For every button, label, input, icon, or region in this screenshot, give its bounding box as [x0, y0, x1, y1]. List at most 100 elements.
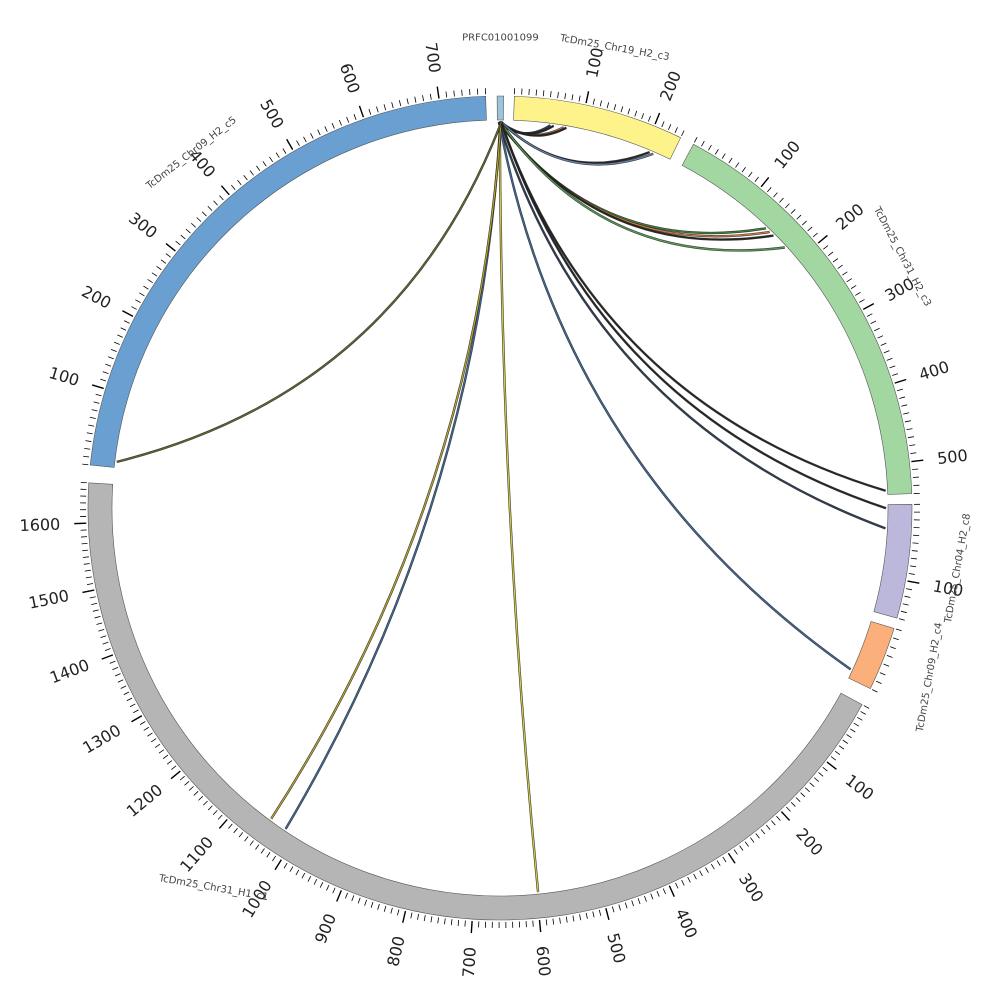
- minor-tick: [283, 862, 288, 869]
- minor-tick: [185, 228, 191, 234]
- tick-label: 1500: [27, 586, 71, 613]
- minor-tick: [903, 412, 910, 415]
- minor-tick: [364, 899, 367, 906]
- minor-tick: [184, 781, 190, 786]
- minor-tick: [849, 728, 856, 733]
- segment-name-label: TcDm25_Chr19_H2_c3: [558, 33, 670, 63]
- minor-tick: [100, 635, 107, 638]
- minor-tick: [809, 782, 815, 787]
- segment-label-layer: PRFC01001099 TcDm25_Chr19_H2_c3 TcDm25_Chr…: [144, 33, 973, 904]
- minor-tick: [179, 775, 185, 781]
- minor-tick: [430, 916, 433, 923]
- minor-tick: [830, 756, 837, 761]
- minor-tick: [326, 884, 330, 891]
- minor-tick: [681, 130, 685, 137]
- minor-tick: [82, 549, 89, 552]
- major-tick: [436, 86, 440, 99]
- minor-tick: [108, 356, 114, 360]
- segment-name-label: TcDm25_Chr09_H2_c5: [144, 115, 239, 193]
- minor-tick: [755, 833, 760, 839]
- minor-tick: [198, 795, 204, 801]
- segment-name-label: PRFC01001099: [462, 33, 539, 44]
- major-tick: [668, 885, 675, 897]
- minor-tick: [880, 342, 887, 346]
- major-tick: [91, 384, 104, 390]
- major-tick: [911, 459, 924, 463]
- minor-tick: [212, 810, 218, 816]
- minor-tick: [750, 837, 755, 843]
- tick-label: 100: [770, 137, 804, 173]
- minor-tick: [139, 292, 145, 297]
- minor-tick: [889, 365, 896, 369]
- major-tick: [907, 580, 920, 584]
- major-tick: [170, 770, 181, 780]
- minor-tick: [904, 595, 911, 598]
- minor-tick: [180, 234, 186, 240]
- minor-tick: [870, 320, 877, 324]
- minor-tick: [207, 206, 213, 211]
- minor-tick: [112, 667, 119, 671]
- minor-tick: [909, 565, 916, 568]
- minor-tick: [203, 800, 208, 806]
- minor-tick: [105, 363, 112, 367]
- minor-tick: [611, 906, 615, 913]
- minor-tick: [117, 334, 123, 338]
- major-tick: [470, 921, 473, 934]
- minor-tick: [578, 95, 581, 102]
- minor-tick: [693, 873, 697, 880]
- minor-tick: [410, 912, 413, 919]
- minor-tick: [741, 167, 746, 173]
- minor-tick: [196, 217, 202, 222]
- minor-tick: [98, 628, 105, 632]
- major-tick: [274, 859, 282, 871]
- minor-tick: [644, 895, 647, 902]
- major-tick: [817, 234, 828, 244]
- major-tick: [654, 112, 661, 125]
- minor-tick: [295, 869, 300, 876]
- minor-tick: [557, 92, 559, 99]
- minor-tick: [744, 841, 749, 847]
- minor-tick: [104, 648, 111, 651]
- minor-tick: [86, 583, 94, 585]
- minor-tick: [739, 845, 744, 851]
- major-tick: [220, 185, 230, 196]
- minor-tick: [357, 897, 361, 904]
- major-tick: [218, 818, 228, 829]
- minor-tick: [139, 721, 146, 725]
- minor-tick: [714, 149, 719, 155]
- minor-tick: [92, 609, 99, 612]
- major-tick: [727, 852, 736, 864]
- link-ribbon: [499, 121, 785, 251]
- major-tick: [826, 761, 837, 770]
- minor-tick: [807, 226, 813, 232]
- tick-label: 200: [832, 200, 868, 234]
- minor-tick: [406, 98, 409, 105]
- tick-label: 300: [125, 208, 161, 242]
- minor-tick: [716, 860, 721, 866]
- segment-name-label: TcDm25_Chr09_H2_c4: [915, 622, 945, 734]
- minor-tick: [550, 91, 552, 98]
- minor-tick: [912, 468, 919, 470]
- minor-tick: [319, 882, 324, 888]
- minor-tick: [332, 887, 336, 894]
- link-ribbon: [498, 121, 886, 529]
- minor-tick: [627, 108, 631, 115]
- segment-arc-5: [87, 482, 863, 921]
- minor-tick: [900, 610, 907, 614]
- segment-arc-2: [681, 143, 913, 495]
- minor-tick: [269, 156, 274, 163]
- major-tick: [131, 715, 143, 723]
- minor-tick: [599, 100, 602, 107]
- minor-tick: [95, 393, 102, 397]
- tick-label: 400: [671, 906, 701, 942]
- minor-tick: [786, 806, 791, 812]
- link-outline: [499, 121, 886, 492]
- minor-tick: [904, 420, 911, 423]
- minor-tick: [618, 904, 621, 911]
- minor-tick: [397, 909, 400, 916]
- link-ribbon: [285, 121, 501, 830]
- minor-tick: [822, 766, 828, 772]
- minor-tick: [461, 89, 463, 96]
- minor-tick: [647, 115, 651, 122]
- tick-label: 1100: [176, 833, 217, 876]
